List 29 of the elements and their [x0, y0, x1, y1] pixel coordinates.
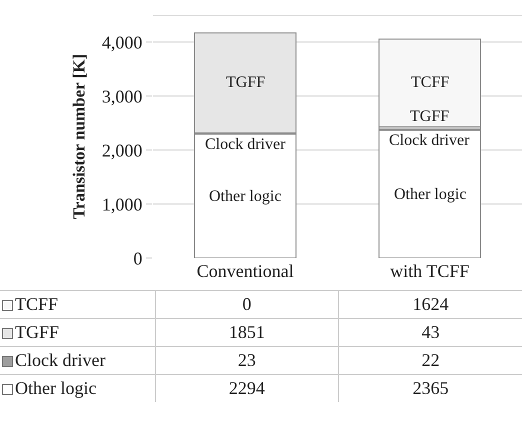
data-label: 1851 [155, 318, 339, 346]
data-label: 2365 [338, 374, 522, 402]
series-label: TCFF [411, 74, 450, 91]
x-tick-label: Conventional [196, 261, 294, 281]
y-tick-label: 3,000 [102, 86, 142, 106]
legend-label: TGFF [15, 322, 60, 342]
data-label: 43 [338, 318, 522, 346]
data-label: 0 [155, 290, 339, 318]
text: TCFF [15, 294, 58, 314]
data-label: 23 [155, 346, 339, 374]
y-tick-label: 2,000 [102, 140, 142, 160]
text: TGFF [410, 108, 450, 125]
text: Other logic [209, 188, 282, 205]
data-label: 1624 [338, 290, 522, 318]
y-tick-label: 1,000 [102, 194, 142, 214]
text: Clock driver [389, 132, 470, 149]
y-tick-label: 4,000 [102, 32, 142, 52]
text: Other logic [15, 378, 96, 398]
y-tick-label: 0 [133, 248, 142, 268]
data-label: 2294 [155, 374, 339, 402]
y-axis-title: Transistor number [K] [69, 54, 88, 220]
bar [378, 130, 481, 258]
legend-label: Clock driver [15, 350, 106, 370]
text: Clock driver [205, 136, 286, 153]
bar [378, 38, 481, 128]
data-label: 22 [338, 346, 522, 374]
text: TGFF [226, 74, 266, 91]
x-tick-label: with TCFF [390, 261, 470, 281]
series-label: Other logic [394, 186, 466, 203]
